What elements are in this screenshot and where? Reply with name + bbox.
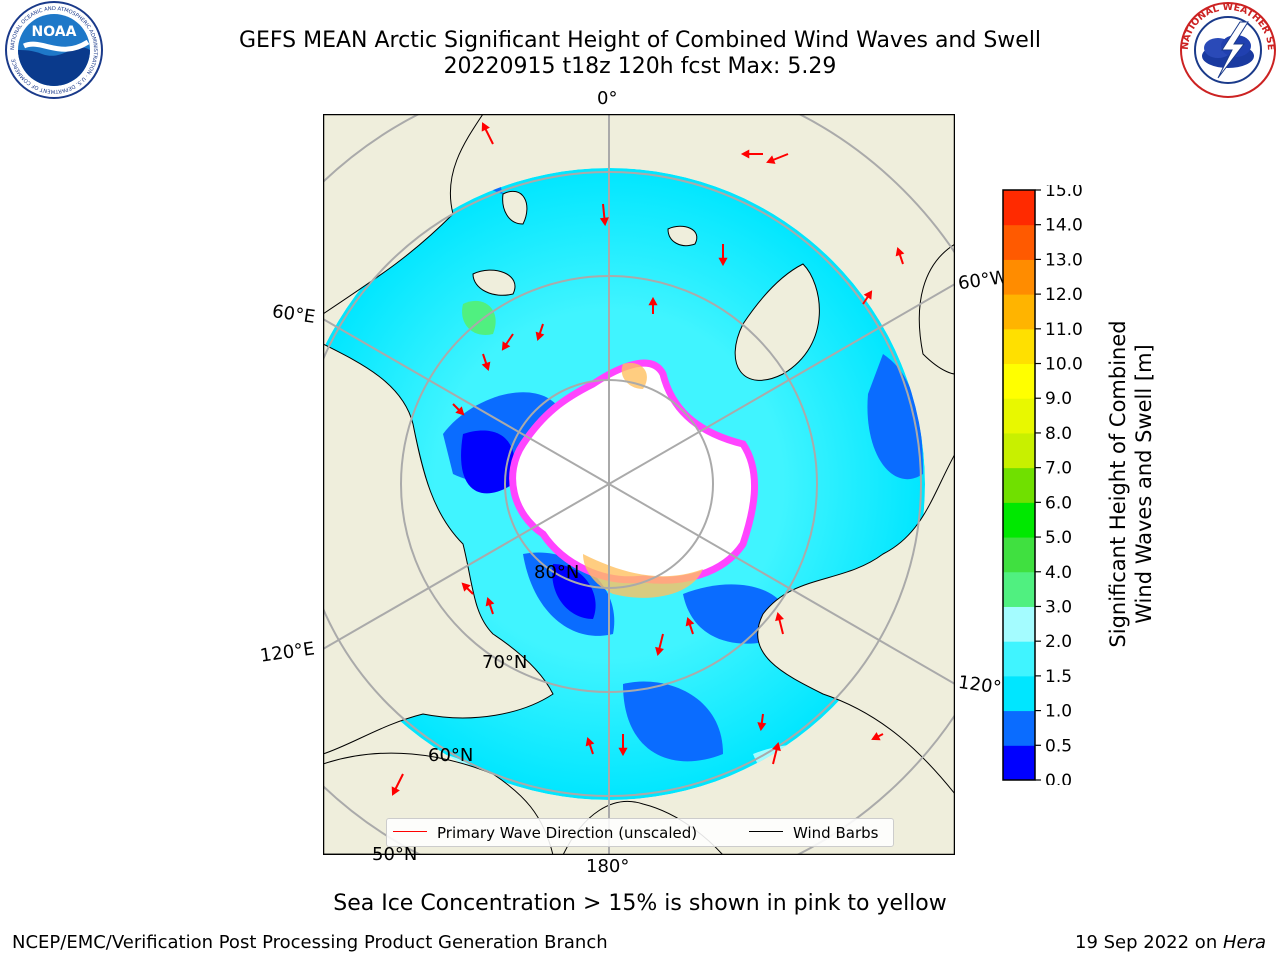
colorbar-cell	[1003, 190, 1035, 226]
colorbar-tick-label: 5.0	[1045, 528, 1072, 548]
land-novaya-zemlya	[502, 190, 528, 225]
colorbar-tick-label: 6.0	[1045, 493, 1072, 513]
colorbar-label-line1: Significant Height of Combined	[1106, 320, 1130, 648]
colorbar-tick-label: 10.0	[1045, 355, 1083, 375]
land-greenland	[734, 263, 820, 381]
colorbar-cell	[1003, 675, 1035, 712]
wave-arrow-head	[863, 290, 873, 300]
colorbar-cell	[1003, 571, 1035, 607]
colorbar-cell	[1003, 224, 1035, 260]
map-frame	[323, 114, 955, 855]
sea-ice-caption: Sea Ice Concentration > 15% is shown in …	[333, 891, 947, 916]
colorbar-tick-label: 1.0	[1045, 702, 1072, 722]
wave-arrow-head	[618, 747, 628, 757]
wave-arrow-head	[391, 786, 400, 796]
wave-arrow-head	[481, 361, 491, 371]
wave-arrow-head	[455, 406, 465, 416]
wind-barbs-swatch	[749, 831, 783, 832]
wave-arrow-head	[648, 296, 658, 306]
lon-label-120e: 120°E	[258, 638, 316, 667]
footer-date-text: 19 Sep 2022 on	[1075, 932, 1223, 953]
colorbar: 0.0 0.5 1.0 1.5 2.0 3.0 4.0 5.0 6.0 7.0 8.0 9.0 10.0…	[1002, 185, 1083, 785]
footer-date: 19 Sep 2022 on Hera	[1075, 932, 1266, 953]
colorbar-cell	[1003, 432, 1035, 469]
colorbar-cell	[1003, 606, 1035, 642]
wave-arrow-head	[501, 341, 511, 351]
wave-arrow-head	[485, 597, 495, 607]
sea-ice	[509, 359, 758, 598]
national-weather-service-logo: NATIONAL WEATHER SERVICE	[1178, 0, 1276, 98]
colorbar-tick-label: 13.0	[1045, 250, 1083, 270]
colorbar-tick-label: 14.0	[1045, 216, 1083, 236]
footer-host: Hera	[1222, 932, 1266, 953]
colorbar-tick-label: 15.0	[1045, 185, 1083, 201]
wave-arrow-head	[461, 582, 471, 592]
wave-direction-arrows	[391, 122, 905, 796]
colorbar-cell	[1003, 328, 1035, 365]
graticule	[323, 114, 955, 855]
colorbar-tick-label: 12.0	[1045, 285, 1083, 305]
colorbar-tick-label: 0.5	[1045, 736, 1072, 756]
chart-subtitle: 20220915 t18z 120h fcst Max: 5.29	[443, 54, 837, 79]
arctic-map	[323, 114, 955, 855]
wave-arrow-head	[655, 646, 664, 657]
colorbar-cell	[1003, 467, 1035, 503]
map-legend: Primary Wave Direction (unscaled) Wind B…	[386, 818, 894, 847]
colorbar-cell	[1003, 710, 1035, 746]
colorbar-cell	[1003, 363, 1035, 399]
wave-arrow-head	[585, 737, 595, 747]
noaa-logo: NOAA NATIONAL OCEANIC AND ATMOSPHERIC AD…	[5, 1, 103, 99]
wave-arrow-head	[757, 722, 767, 732]
colorbar-cell	[1003, 398, 1035, 434]
wave-arrow-head	[599, 217, 609, 227]
wave-arrow-head	[766, 155, 776, 164]
lat-label-50n: 50°N	[372, 844, 418, 865]
wave-arrow-head	[535, 331, 545, 341]
wave-arrow-head	[772, 741, 781, 752]
wave-arrow-head	[895, 247, 905, 257]
legend-wind-barbs: Wind Barbs	[793, 824, 879, 842]
colorbar-tick-label: 9.0	[1045, 389, 1072, 409]
land-jan-mayen	[667, 225, 698, 247]
lon-label-0: 0°	[597, 88, 618, 109]
colorbar-tick-label: 8.0	[1045, 424, 1072, 444]
wave-arrow-head	[775, 611, 784, 622]
lon-label-180: 180°	[586, 856, 630, 877]
lat-label-70n: 70°N	[482, 652, 528, 673]
colorbar-tick-label: 3.0	[1045, 597, 1072, 617]
lat-label-60n: 60°N	[428, 745, 474, 766]
lon-label-60e: 60°E	[270, 301, 317, 328]
colorbar-cell	[1003, 537, 1035, 573]
colorbar-tick-label: 1.5	[1045, 667, 1072, 687]
wave-arrow-head	[718, 257, 728, 267]
colorbar-tick-label: 0.0	[1045, 771, 1072, 785]
wave-arrow-head	[481, 122, 490, 132]
colorbar-label-line2: Wind Waves and Swell [m]	[1132, 344, 1156, 624]
noaa-logo-text: NOAA	[32, 24, 77, 40]
lat-label-80n: 80°N	[534, 562, 580, 583]
legend-wave-direction: Primary Wave Direction (unscaled)	[437, 824, 698, 842]
colorbar-tick-label: 11.0	[1045, 320, 1083, 340]
wave-arrow-head	[871, 732, 881, 741]
wave-arrow-head	[740, 149, 750, 159]
footer-branch: NCEP/EMC/Verification Post Processing Pr…	[12, 932, 608, 953]
wave-arrow-head	[685, 617, 695, 627]
colorbar-cell	[1003, 641, 1035, 677]
colorbar-cell	[1003, 294, 1035, 330]
land-north-america	[757, 453, 955, 795]
colorbar-label: Significant Height of Combined Wind Wave…	[1103, 187, 1159, 782]
chart-title: GEFS MEAN Arctic Significant Height of C…	[238, 28, 1042, 53]
colorbar-tick-label: 4.0	[1045, 563, 1072, 583]
colorbar-tick-label: 2.0	[1045, 632, 1072, 652]
colorbar-cell	[1003, 259, 1035, 295]
colorbar-cell	[1003, 502, 1035, 538]
land-canada-east	[918, 243, 955, 375]
land-siberia	[323, 343, 554, 755]
colorbar-tick-label: 7.0	[1045, 459, 1072, 479]
wave-direction-swatch	[393, 831, 427, 832]
land-svalbard	[472, 269, 516, 296]
colorbar-cell	[1003, 745, 1035, 781]
